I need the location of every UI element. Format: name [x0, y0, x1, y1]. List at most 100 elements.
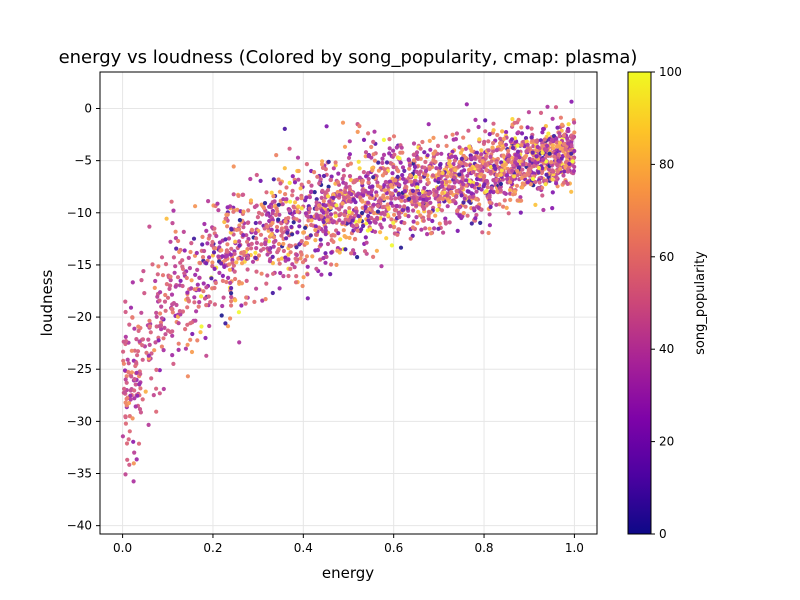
- data-point: [167, 286, 172, 291]
- data-point: [226, 275, 231, 280]
- data-point: [382, 188, 387, 193]
- data-point: [129, 374, 134, 379]
- data-point: [381, 193, 386, 198]
- data-point: [425, 232, 430, 237]
- data-point: [134, 457, 139, 462]
- data-point: [510, 192, 516, 197]
- data-point: [171, 208, 176, 213]
- data-point: [380, 173, 385, 178]
- data-point: [389, 183, 394, 188]
- data-point: [449, 172, 454, 177]
- data-point: [540, 130, 545, 135]
- data-point: [160, 273, 166, 278]
- data-point: [381, 217, 387, 222]
- data-point: [561, 180, 566, 185]
- data-point: [420, 139, 425, 145]
- data-point: [134, 370, 139, 375]
- data-point: [301, 230, 306, 235]
- data-point: [219, 313, 224, 318]
- data-point: [282, 166, 287, 171]
- data-point: [245, 267, 250, 272]
- data-point: [139, 310, 144, 315]
- data-point: [434, 189, 439, 194]
- colorbar-tick-label: 80: [659, 157, 674, 171]
- data-point: [296, 204, 301, 209]
- data-point: [253, 255, 258, 261]
- data-point: [292, 205, 297, 210]
- data-point: [321, 199, 326, 204]
- data-point: [262, 201, 268, 206]
- data-point: [149, 376, 154, 381]
- data-point: [525, 180, 530, 185]
- data-point: [410, 188, 416, 193]
- data-point: [374, 193, 379, 198]
- data-point: [364, 174, 369, 179]
- data-point: [343, 190, 348, 195]
- data-point: [385, 195, 390, 200]
- data-point: [397, 227, 402, 232]
- data-point: [452, 158, 457, 163]
- data-point: [315, 213, 320, 218]
- data-point: [403, 184, 408, 189]
- data-point: [425, 153, 430, 158]
- data-point: [518, 195, 523, 200]
- data-point: [492, 163, 497, 168]
- data-point: [207, 255, 212, 260]
- data-point: [226, 236, 232, 241]
- data-point: [126, 361, 131, 366]
- data-point: [497, 202, 502, 207]
- data-point: [304, 241, 310, 246]
- data-point: [249, 246, 254, 251]
- data-point: [347, 152, 352, 157]
- data-point: [488, 169, 493, 174]
- data-point: [390, 191, 395, 196]
- data-point: [296, 168, 301, 174]
- data-point: [324, 124, 329, 129]
- data-point: [462, 168, 467, 173]
- data-point: [474, 197, 479, 202]
- data-point: [356, 214, 361, 219]
- data-point: [550, 116, 555, 121]
- data-point: [228, 280, 233, 285]
- data-point: [472, 156, 477, 161]
- data-point: [457, 172, 462, 177]
- data-point: [270, 254, 275, 259]
- colorbar-tick-label: 60: [659, 250, 674, 264]
- data-point: [347, 209, 352, 214]
- data-point: [321, 173, 327, 179]
- data-point: [348, 161, 353, 166]
- data-point: [347, 174, 353, 179]
- data-point: [185, 322, 190, 327]
- data-point: [225, 324, 231, 329]
- data-point: [347, 187, 353, 192]
- data-point: [461, 200, 466, 205]
- data-point: [271, 244, 276, 249]
- data-point: [157, 298, 162, 303]
- data-point: [309, 218, 314, 223]
- data-point: [431, 135, 436, 140]
- data-point: [169, 199, 174, 204]
- data-point: [447, 179, 452, 184]
- data-point: [555, 125, 560, 130]
- data-point: [254, 236, 259, 241]
- data-point: [212, 285, 217, 291]
- data-point: [188, 337, 193, 342]
- data-point: [203, 335, 208, 341]
- data-point: [469, 191, 474, 196]
- data-point: [299, 239, 304, 244]
- data-point: [306, 179, 311, 185]
- data-point: [123, 472, 128, 477]
- data-point: [471, 206, 476, 211]
- data-point: [411, 196, 416, 201]
- data-point: [314, 266, 319, 271]
- data-point: [445, 204, 450, 209]
- data-point: [208, 300, 213, 305]
- data-point: [498, 172, 503, 177]
- data-point: [212, 226, 217, 231]
- data-point: [519, 175, 524, 181]
- data-point: [381, 137, 386, 142]
- data-point: [258, 232, 264, 237]
- data-point: [491, 141, 496, 146]
- data-point: [135, 353, 140, 358]
- data-point: [254, 246, 259, 251]
